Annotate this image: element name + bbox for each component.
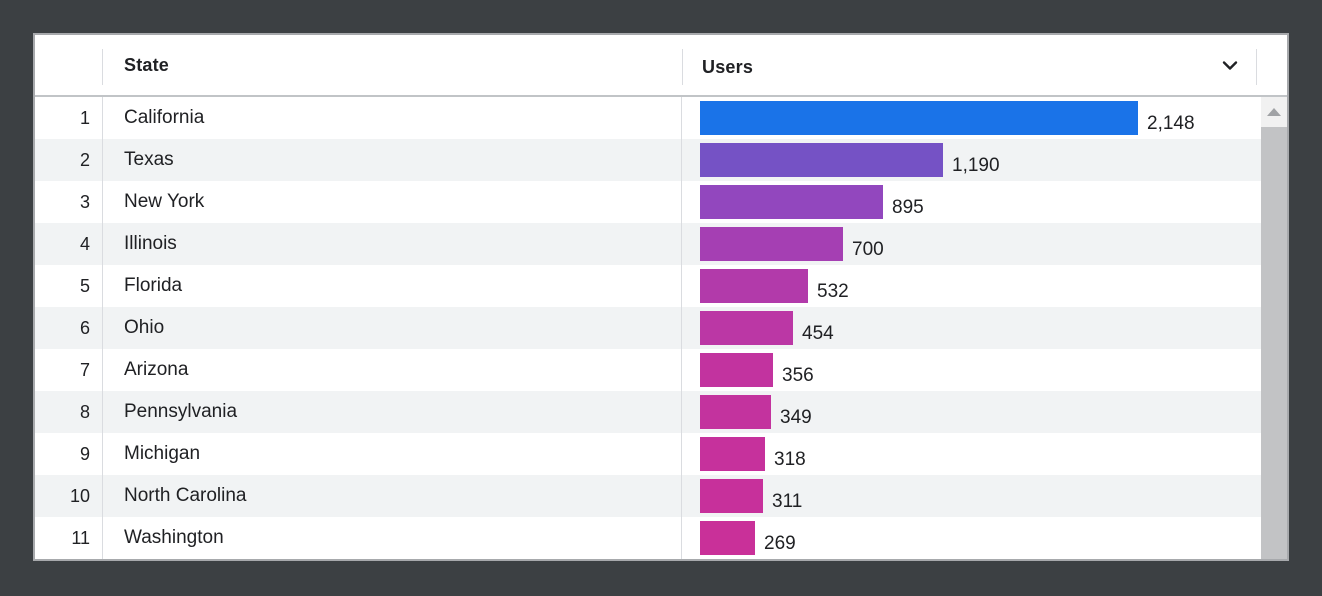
table-row[interactable]: 2 Texas 1,190 <box>35 139 1287 181</box>
table-row[interactable]: 10 North Carolina 311 <box>35 475 1287 517</box>
row-bar <box>700 143 943 177</box>
users-column-header[interactable]: Users <box>682 49 1287 85</box>
scrollbar-thumb[interactable] <box>1261 127 1287 559</box>
row-state: New York <box>103 181 682 223</box>
row-state: Washington <box>103 517 682 559</box>
row-bar <box>700 353 773 387</box>
row-state: Florida <box>103 265 682 307</box>
row-users-cell: 1,190 <box>682 139 1287 181</box>
users-column-header-label: Users <box>702 56 754 77</box>
row-state: Michigan <box>103 433 682 475</box>
table-body: 1 California 2,148 2 Texas 1,190 3 New Y… <box>35 97 1287 559</box>
table-row[interactable]: 11 Washington 269 <box>35 517 1287 559</box>
row-rank: 6 <box>35 307 103 349</box>
row-users-cell: 895 <box>682 181 1287 223</box>
row-state: Illinois <box>103 223 682 265</box>
row-value: 2,148 <box>1147 113 1195 134</box>
row-rank: 10 <box>35 475 103 517</box>
row-bar <box>700 479 763 513</box>
row-bar <box>700 395 771 429</box>
row-state: Ohio <box>103 307 682 349</box>
row-value: 454 <box>802 323 834 344</box>
row-users-cell: 318 <box>682 433 1287 475</box>
row-bar <box>700 227 843 261</box>
row-value: 1,190 <box>952 155 1000 176</box>
table-row[interactable]: 3 New York 895 <box>35 181 1287 223</box>
triangle-up-icon <box>1267 108 1281 116</box>
row-bar <box>700 437 765 471</box>
row-users-cell: 356 <box>682 349 1287 391</box>
table-row[interactable]: 7 Arizona 356 <box>35 349 1287 391</box>
row-rank: 7 <box>35 349 103 391</box>
row-rank: 4 <box>35 223 103 265</box>
row-bar <box>700 521 755 555</box>
row-value: 356 <box>782 365 814 386</box>
row-state: Pennsylvania <box>103 391 682 433</box>
row-bar <box>700 101 1138 135</box>
row-rank: 3 <box>35 181 103 223</box>
row-rank: 1 <box>35 97 103 139</box>
rank-column-header <box>35 49 103 85</box>
row-state: California <box>103 97 682 139</box>
row-value: 311 <box>772 491 803 512</box>
row-rank: 9 <box>35 433 103 475</box>
row-state: North Carolina <box>103 475 682 517</box>
table-header-row: State Users <box>35 35 1287 97</box>
row-users-cell: 532 <box>682 265 1287 307</box>
row-users-cell: 269 <box>682 517 1287 559</box>
row-rank: 5 <box>35 265 103 307</box>
row-bar <box>700 269 808 303</box>
row-value: 269 <box>764 533 796 554</box>
row-state: Arizona <box>103 349 682 391</box>
table-chart-card: State Users 1 California 2,148 2 Texas 1… <box>33 33 1289 561</box>
table-row[interactable]: 6 Ohio 454 <box>35 307 1287 349</box>
row-rank: 11 <box>35 517 103 559</box>
scroll-up-button[interactable] <box>1261 97 1287 127</box>
table-row[interactable]: 9 Michigan 318 <box>35 433 1287 475</box>
row-bar <box>700 311 793 345</box>
state-column-header[interactable]: State <box>124 54 170 75</box>
row-rank: 2 <box>35 139 103 181</box>
row-state: Texas <box>103 139 682 181</box>
row-value: 700 <box>852 239 884 260</box>
row-value: 318 <box>774 449 806 470</box>
row-bar <box>700 185 883 219</box>
row-users-cell: 2,148 <box>682 97 1287 139</box>
row-users-cell: 454 <box>682 307 1287 349</box>
table-row[interactable]: 1 California 2,148 <box>35 97 1287 139</box>
row-users-cell: 311 <box>682 475 1287 517</box>
row-users-cell: 349 <box>682 391 1287 433</box>
row-users-cell: 700 <box>682 223 1287 265</box>
table-row[interactable]: 8 Pennsylvania 349 <box>35 391 1287 433</box>
table-row[interactable]: 4 Illinois 700 <box>35 223 1287 265</box>
vertical-scrollbar[interactable] <box>1261 97 1287 559</box>
row-value: 349 <box>780 407 812 428</box>
row-rank: 8 <box>35 391 103 433</box>
header-right-divider <box>1256 49 1257 85</box>
row-value: 532 <box>817 281 849 302</box>
chevron-down-icon[interactable] <box>1217 52 1243 78</box>
row-value: 895 <box>892 197 924 218</box>
table-row[interactable]: 5 Florida 532 <box>35 265 1287 307</box>
